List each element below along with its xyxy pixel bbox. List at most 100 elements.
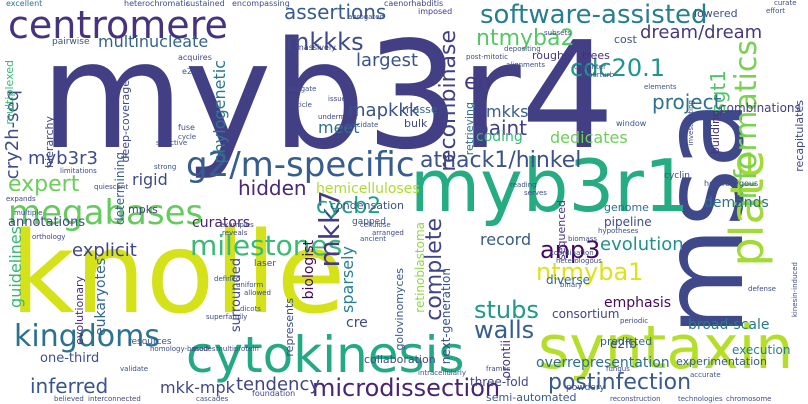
word-alignments: alignments — [506, 61, 546, 69]
word-abrogated: abrogated — [348, 13, 384, 21]
word-g2m-specific: g2/m-specific — [186, 145, 415, 185]
word-accurate: accurate — [690, 371, 721, 379]
word-reveals: reveals — [222, 229, 248, 237]
word-strong: strong — [154, 163, 177, 171]
word-hierarchy: hierarchy — [43, 116, 56, 168]
word-resources: resources — [128, 337, 172, 347]
word-elucidate: elucidate — [346, 121, 379, 129]
word-expert: expert — [8, 172, 80, 197]
word-broad-scale: broad-scale — [688, 317, 770, 333]
word-biologist: biologist — [301, 240, 317, 300]
word-en: en — [464, 70, 492, 95]
word-phylogenetic: phylogenetic — [210, 60, 229, 164]
word-obligate: obligate — [288, 85, 317, 93]
word-post-mitotic: post-mitotic — [466, 53, 508, 61]
word-dream-dream: dream/dream — [640, 22, 763, 43]
word-believed: believed — [54, 395, 84, 403]
word-heterochromatic: heterochromatic — [124, 0, 190, 8]
word-uniform: uniform — [236, 281, 264, 289]
word-walls: walls — [474, 316, 535, 344]
word-deep-coverage: deep-coverage — [119, 80, 132, 163]
word-curators: curators — [192, 215, 251, 231]
word-mkks: mkks — [486, 102, 529, 121]
word-effort: effort — [766, 7, 786, 15]
word-megabases: megabases — [8, 193, 204, 233]
word-annotations: annotations — [8, 215, 86, 230]
word-mkkks: mkkks — [286, 28, 364, 56]
word-cycb2: cycb2 — [316, 194, 382, 219]
word-cre: cre — [346, 315, 368, 331]
word-hidden: hidden — [238, 176, 307, 200]
word-lowered: lowered — [694, 7, 738, 20]
word-arranged: arranged — [372, 229, 404, 237]
word-guidelines: guidelines — [6, 226, 25, 308]
word-multiprotein: multiprotein — [216, 345, 259, 353]
word-knolle: knolle — [10, 209, 346, 339]
word-predicted: predicted — [600, 335, 653, 348]
word-periodic: periodic — [620, 317, 649, 325]
word-powdery: powdery — [566, 383, 605, 393]
word-e2fb: e2fb — [610, 337, 637, 351]
word-hypotheses: hypotheses — [598, 227, 639, 235]
word-assertions: assertions — [284, 0, 387, 24]
word-retrieving: retrieving — [463, 102, 476, 156]
word-golovinomyces: golovinomyces — [393, 268, 406, 351]
word-allowed: allowed — [244, 289, 271, 297]
word-stubs: stubs — [474, 296, 539, 324]
word-defense: defense — [748, 285, 776, 293]
word-consortium: consortium — [552, 307, 620, 321]
word-myb3r1: myb3r1 — [410, 144, 690, 228]
word-kinesin-induced: kinesin-induced — [791, 262, 799, 318]
word-evolutionary: evolutionary — [73, 276, 86, 345]
word-cascades: cascades — [196, 395, 229, 403]
word-retinoblastoma: retinoblastoma — [413, 222, 427, 313]
word-ancient: ancient — [360, 235, 387, 243]
word-emphasis: emphasis — [604, 295, 672, 311]
word-intracellularly: intracellularly — [418, 369, 466, 377]
word-atnack1-hinkel: atnack1/hinkel — [420, 148, 582, 173]
word-semi-automated: semi-automated — [486, 391, 577, 404]
word-centromere: centromere — [8, 3, 228, 47]
word-modes: modes — [192, 345, 216, 353]
word-largest: largest — [356, 50, 419, 71]
word-recapitulates: recapitulates — [793, 100, 806, 172]
word-multiple: multiple — [14, 209, 43, 217]
word-limitations: limitations — [60, 167, 97, 175]
word-dicots: dicots — [240, 305, 261, 313]
word-rigid: rigid — [132, 170, 168, 189]
word-excellent: excellent — [6, 0, 43, 8]
word-defined: defined — [214, 275, 241, 283]
word-imposed: imposed — [418, 7, 453, 16]
word-cost: cost — [614, 33, 637, 46]
word-bulk: bulk — [404, 117, 428, 130]
word-foundation: foundation — [252, 389, 296, 398]
word-trees: trees — [582, 49, 610, 62]
word-superfamily: superfamily — [206, 313, 248, 321]
word-coding: coding — [476, 129, 523, 145]
word-pairwise: pairwise — [52, 37, 90, 47]
word-explicit: explicit — [72, 240, 137, 261]
word-issue: issue — [328, 95, 346, 103]
word-homology-based: homology-based — [150, 345, 209, 353]
word-evolution: evolution — [600, 234, 684, 255]
word-tendency: tendency — [236, 374, 320, 395]
word-interconnected: interconnected — [88, 395, 141, 403]
word-examples: examples — [220, 221, 254, 229]
word-recombinase: recombinase — [436, 30, 461, 172]
word-dedicates: dedicates — [550, 128, 628, 147]
word-quiescent: quiescent — [94, 183, 129, 191]
word-masse: masse — [402, 103, 438, 116]
word-reconstruction: reconstruction — [610, 395, 661, 403]
word-experimentation: experimentation — [676, 355, 767, 368]
word-myb3r4: myb3r4 — [40, 10, 615, 182]
word-reading: reading — [510, 181, 537, 189]
word-window: window — [616, 119, 647, 128]
word-article: article — [290, 101, 312, 109]
word-fungus: fungus — [606, 365, 630, 373]
word-mpks: mpks — [128, 203, 158, 216]
word-encompassing: encompassing — [232, 0, 290, 8]
word-meet: meet — [318, 118, 360, 137]
word-collaboration: collaboration — [364, 353, 436, 366]
word-expands: expands — [6, 195, 36, 203]
word-heterologous: heterologous — [556, 257, 602, 265]
